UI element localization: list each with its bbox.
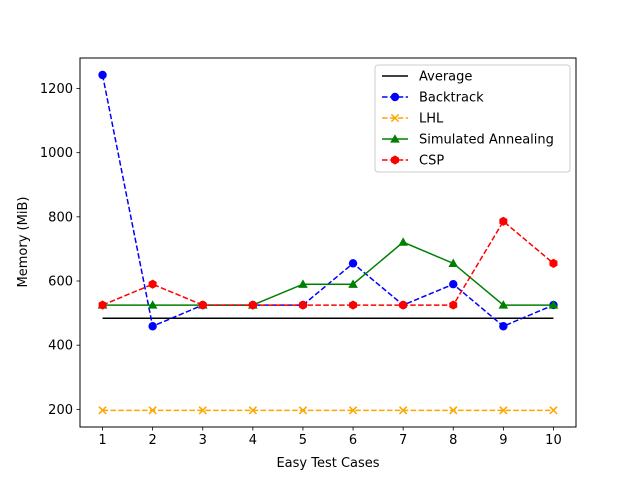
x-tick-label: 5 — [299, 433, 307, 448]
x-tick-label: 7 — [399, 433, 407, 448]
legend-marker-backtrack — [390, 92, 400, 102]
x-axis-ticks: 1 2 3 4 5 6 7 8 9 10 — [98, 427, 562, 448]
y-tick-label: 200 — [48, 403, 73, 418]
data-point-simulated-annealing — [448, 258, 459, 267]
y-axis-label: Memory (MiB) — [16, 197, 31, 288]
y-axis-ticks: 200 400 600 800 1000 1200 — [40, 82, 80, 418]
series-layer — [97, 70, 559, 415]
data-point-csp — [148, 279, 157, 289]
data-point-simulated-annealing — [147, 300, 158, 309]
y-tick-label: 800 — [48, 210, 73, 225]
x-axis-label: Easy Test Cases — [276, 456, 379, 471]
legend-entry-simulated-annealing: Simulated Annealing — [382, 133, 554, 148]
data-point-csp — [349, 300, 358, 310]
data-point-backtrack — [148, 322, 157, 331]
data-point-lhl — [348, 406, 358, 415]
x-tick-label: 4 — [249, 433, 257, 448]
data-point-lhl — [399, 406, 408, 415]
series-line-csp — [102, 220, 554, 306]
legend-entry-csp: CSP — [382, 154, 444, 169]
data-point-backtrack — [499, 322, 508, 331]
legend-entry-average: Average — [382, 70, 472, 85]
data-point-simulated-annealing — [348, 279, 358, 288]
x-tick-label: 9 — [499, 433, 507, 448]
data-point-lhl — [148, 406, 157, 415]
x-tick-label: 6 — [349, 433, 357, 448]
data-point-lhl — [198, 406, 207, 415]
legend: Average Backtrack LHL Simulated Annealing CS… — [374, 64, 571, 173]
x-tick-label: 3 — [199, 433, 207, 448]
legend-marker-simulated-annealing — [390, 134, 400, 143]
data-point-lhl — [499, 406, 508, 415]
legend-entries: Average Backtrack LHL Simulated Annealing CS… — [382, 70, 554, 169]
legend-entry-lhl: LHL — [382, 112, 444, 127]
data-point-csp — [98, 300, 107, 310]
series-line-simulated-annealing — [102, 241, 554, 306]
data-point-csp — [198, 300, 207, 310]
legend-label-backtrack: Backtrack — [419, 91, 484, 106]
data-point-lhl — [298, 406, 308, 415]
data-point-simulated-annealing — [548, 300, 559, 309]
x-tick-label: 1 — [98, 433, 106, 448]
data-point-backtrack — [98, 70, 107, 80]
x-tick-label: 10 — [545, 433, 562, 448]
data-point-simulated-annealing — [298, 279, 308, 288]
data-point-csp — [549, 258, 558, 268]
data-point-csp — [399, 300, 408, 310]
data-point-lhl — [98, 406, 107, 415]
legend-marker-csp — [391, 155, 399, 165]
data-point-csp — [499, 216, 508, 226]
data-point-lhl — [248, 406, 257, 415]
legend-label-simulated-annealing: Simulated Annealing — [419, 133, 554, 148]
y-tick-label: 1200 — [40, 82, 73, 97]
data-point-simulated-annealing — [498, 300, 509, 309]
data-point-csp — [449, 300, 458, 310]
x-tick-label: 2 — [149, 433, 157, 448]
series-lhl — [98, 406, 558, 415]
legend-marker-lhl — [390, 113, 400, 123]
x-tick-label: 8 — [449, 433, 457, 448]
legend-label-average: Average — [419, 70, 472, 85]
legend-entry-backtrack: Backtrack — [382, 91, 484, 106]
legend-box — [374, 64, 571, 173]
series-csp — [98, 216, 558, 310]
plot-frame — [79, 57, 577, 428]
legend-label-csp: CSP — [419, 154, 444, 169]
legend-label-lhl: LHL — [419, 112, 444, 127]
data-point-csp — [298, 300, 307, 310]
data-point-simulated-annealing — [398, 237, 408, 246]
y-tick-label: 400 — [48, 339, 73, 354]
data-point-csp — [248, 300, 257, 310]
data-point-lhl — [449, 406, 458, 415]
data-point-backtrack — [348, 259, 358, 268]
y-tick-label: 600 — [48, 275, 73, 290]
data-point-lhl — [549, 406, 558, 415]
data-point-backtrack — [449, 280, 458, 289]
y-tick-label: 1000 — [40, 146, 73, 161]
